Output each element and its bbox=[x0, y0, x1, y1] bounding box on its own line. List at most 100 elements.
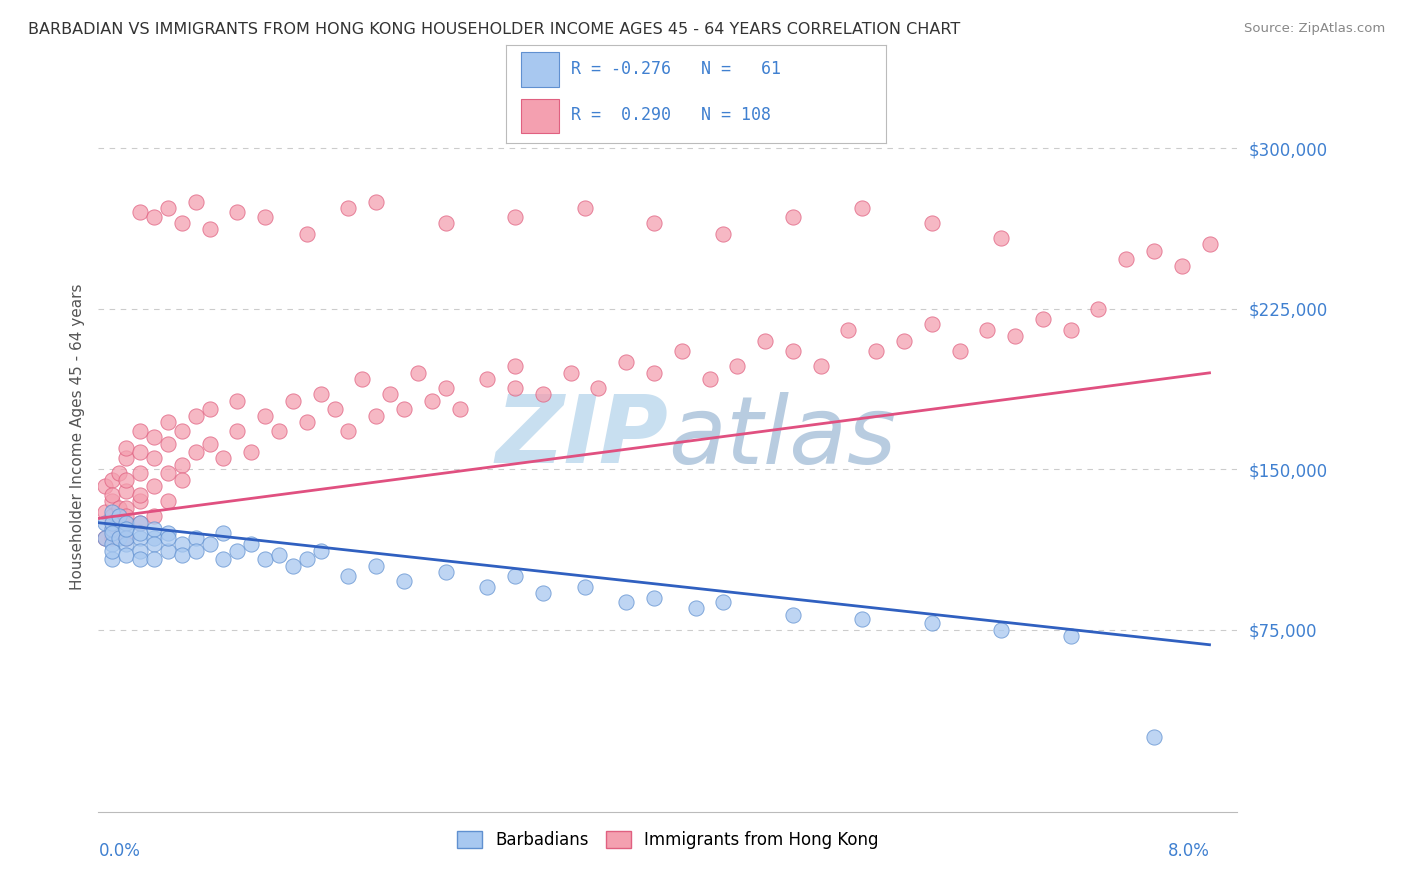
Point bbox=[143, 509, 166, 524]
Point bbox=[531, 586, 554, 600]
Point bbox=[254, 409, 277, 423]
Point bbox=[309, 543, 332, 558]
Point bbox=[101, 509, 124, 524]
Point bbox=[115, 522, 138, 536]
Point bbox=[810, 359, 832, 374]
Y-axis label: Householder Income Ages 45 - 64 years: Householder Income Ages 45 - 64 years bbox=[69, 284, 84, 591]
Point bbox=[574, 201, 596, 215]
Point bbox=[434, 565, 457, 579]
Point bbox=[921, 616, 943, 631]
Point bbox=[115, 548, 138, 562]
Point bbox=[184, 543, 207, 558]
Point bbox=[156, 531, 179, 545]
Point bbox=[115, 451, 138, 466]
Point bbox=[713, 227, 735, 241]
Point bbox=[406, 366, 429, 380]
Point bbox=[170, 473, 193, 487]
Point bbox=[1032, 312, 1054, 326]
Point bbox=[254, 210, 277, 224]
Point bbox=[143, 531, 166, 545]
Point bbox=[226, 543, 249, 558]
Point bbox=[1143, 730, 1166, 744]
Point bbox=[725, 359, 748, 374]
Point bbox=[782, 344, 804, 359]
Point bbox=[115, 516, 138, 530]
Point bbox=[143, 451, 166, 466]
Point bbox=[143, 522, 166, 536]
Text: BARBADIAN VS IMMIGRANTS FROM HONG KONG HOUSEHOLDER INCOME AGES 45 - 64 YEARS COR: BARBADIAN VS IMMIGRANTS FROM HONG KONG H… bbox=[28, 22, 960, 37]
Point bbox=[108, 531, 131, 545]
Point bbox=[295, 227, 318, 241]
Point bbox=[948, 344, 970, 359]
Point bbox=[115, 531, 138, 545]
Point bbox=[614, 595, 637, 609]
Point bbox=[184, 409, 207, 423]
Point bbox=[115, 537, 138, 551]
Point bbox=[115, 441, 138, 455]
Point bbox=[267, 548, 290, 562]
Point bbox=[503, 381, 526, 395]
Point bbox=[115, 522, 138, 536]
Bar bbox=[522, 53, 560, 87]
Point bbox=[108, 509, 131, 524]
Point bbox=[295, 552, 318, 566]
Point bbox=[170, 424, 193, 438]
Point bbox=[1004, 329, 1026, 343]
Point bbox=[129, 516, 152, 530]
Point bbox=[129, 488, 152, 502]
Point bbox=[477, 372, 499, 386]
Point bbox=[129, 531, 152, 545]
Point bbox=[143, 552, 166, 566]
Point bbox=[782, 607, 804, 622]
Point bbox=[129, 516, 152, 530]
Point bbox=[921, 317, 943, 331]
Point bbox=[170, 537, 193, 551]
Point bbox=[143, 537, 166, 551]
Point bbox=[560, 366, 582, 380]
Point bbox=[503, 569, 526, 583]
Point bbox=[94, 531, 117, 545]
Point bbox=[323, 402, 346, 417]
Legend: Barbadians, Immigrants from Hong Kong: Barbadians, Immigrants from Hong Kong bbox=[450, 824, 886, 855]
Point bbox=[198, 436, 221, 450]
Point bbox=[976, 323, 998, 337]
Point bbox=[184, 194, 207, 209]
Point bbox=[170, 216, 193, 230]
Point bbox=[754, 334, 776, 348]
Point bbox=[156, 494, 179, 508]
Point bbox=[531, 387, 554, 401]
Point bbox=[101, 543, 124, 558]
Point bbox=[101, 516, 124, 530]
Point bbox=[115, 483, 138, 498]
Point bbox=[614, 355, 637, 369]
Point bbox=[170, 458, 193, 472]
Point bbox=[782, 210, 804, 224]
Point bbox=[129, 552, 152, 566]
Point bbox=[392, 574, 415, 588]
Point bbox=[434, 216, 457, 230]
Text: 0.0%: 0.0% bbox=[98, 842, 141, 860]
Point bbox=[281, 558, 304, 573]
Point bbox=[156, 467, 179, 481]
Point bbox=[1170, 259, 1192, 273]
Point bbox=[337, 569, 360, 583]
Point bbox=[184, 531, 207, 545]
Point bbox=[212, 552, 235, 566]
Point bbox=[115, 531, 138, 545]
Point bbox=[156, 201, 179, 215]
Point bbox=[101, 505, 124, 519]
Point bbox=[94, 516, 117, 530]
Point bbox=[837, 323, 859, 337]
Point bbox=[366, 409, 388, 423]
Point bbox=[94, 505, 117, 519]
Point bbox=[143, 430, 166, 444]
Point bbox=[893, 334, 915, 348]
Point bbox=[503, 359, 526, 374]
Point bbox=[170, 548, 193, 562]
Point bbox=[115, 500, 138, 515]
Point bbox=[503, 210, 526, 224]
Point bbox=[309, 387, 332, 401]
Point bbox=[643, 366, 665, 380]
Point bbox=[226, 205, 249, 219]
Text: 8.0%: 8.0% bbox=[1167, 842, 1209, 860]
